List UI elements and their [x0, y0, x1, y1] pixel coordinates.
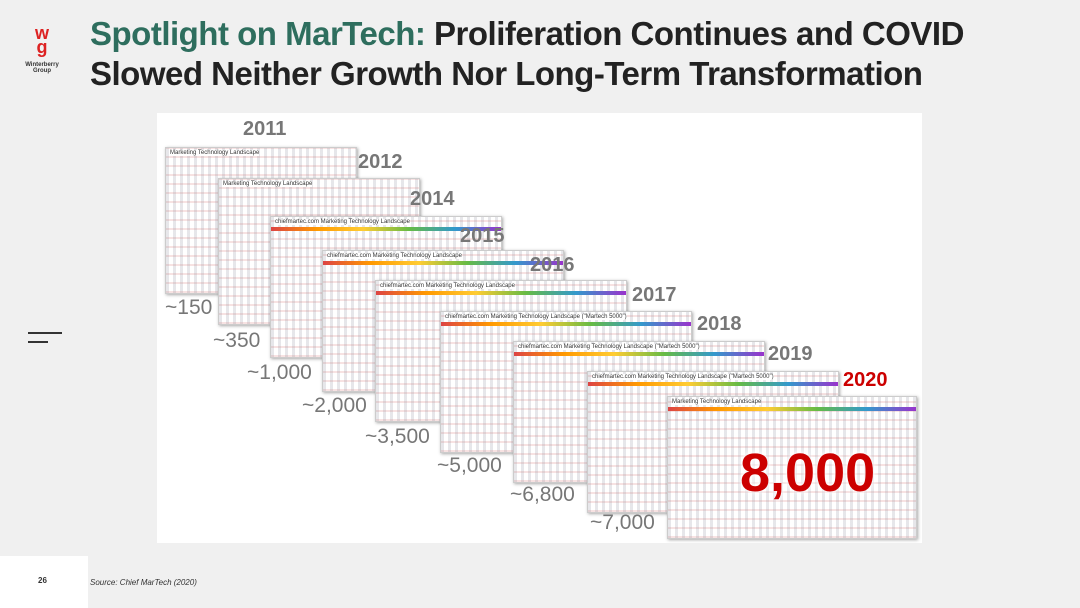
slide-title: Spotlight on MarTech: Proliferation Cont…: [90, 14, 964, 94]
tool-count: ~150: [165, 296, 213, 319]
landscape-thumbnail: Marketing Technology Landscape: [667, 396, 917, 539]
tool-count: ~350: [213, 329, 261, 352]
tool-count: ~2,000: [302, 394, 367, 417]
title-text: Proliferation Continues and COVID: [434, 15, 964, 52]
thumbnail-header-bar: [668, 407, 916, 411]
year-label: 2015: [460, 225, 505, 247]
nav-icon: [28, 341, 48, 343]
tool-count: ~1,000: [247, 361, 312, 384]
thumbnail-header-bar: [588, 382, 838, 386]
year-label: 2018: [697, 313, 742, 335]
thumbnail-header-bar: [514, 352, 764, 356]
year-label: 2011: [243, 118, 287, 140]
year-label: 2020: [843, 369, 888, 391]
year-label: 2019: [768, 343, 813, 365]
thumbnail-heading: Marketing Technology Landscape: [170, 150, 260, 156]
page-number: 26: [38, 576, 47, 585]
title-text: Slowed Neither Growth Nor Long-Term Tran…: [90, 55, 923, 92]
thumbnail-heading: Marketing Technology Landscape: [672, 399, 762, 405]
nav-icon: [28, 332, 62, 334]
tool-count: ~6,800: [510, 483, 575, 506]
year-label: 2014: [410, 188, 455, 210]
year-label: 2017: [632, 284, 677, 306]
tool-count: ~3,500: [365, 425, 430, 448]
tool-count: ~7,000: [590, 511, 655, 534]
thumbnail-header-bar: [441, 322, 691, 326]
title-highlight: Spotlight on MarTech:: [90, 15, 426, 52]
thumbnail-heading: chiefmartec.com Marketing Technology Lan…: [380, 283, 515, 289]
thumbnail-header-bar: [323, 261, 563, 265]
page-number-box: 26: [0, 556, 88, 608]
tool-count: ~5,000: [437, 454, 502, 477]
logo-text: Group: [33, 68, 51, 74]
thumbnail-heading: chiefmartec.com Marketing Technology Lan…: [518, 344, 700, 350]
year-label: 2012: [358, 151, 403, 173]
thumbnail-heading: chiefmartec.com Marketing Technology Lan…: [327, 253, 462, 259]
thumbnail-heading: Marketing Technology Landscape: [223, 181, 313, 187]
logo-text: Winterberry: [25, 62, 59, 68]
source-note: Source: Chief MarTech (2020): [90, 578, 197, 587]
thumbnail-header-bar: [271, 227, 501, 231]
thumbnail-header-bar: [376, 291, 626, 295]
tool-count: 8,000: [740, 443, 876, 503]
thumbnail-heading: chiefmartec.com Marketing Technology Lan…: [592, 374, 774, 380]
thumbnail-heading: chiefmartec.com Marketing Technology Lan…: [275, 219, 410, 225]
year-label: 2016: [530, 254, 575, 276]
thumbnail-heading: chiefmartec.com Marketing Technology Lan…: [445, 314, 627, 320]
